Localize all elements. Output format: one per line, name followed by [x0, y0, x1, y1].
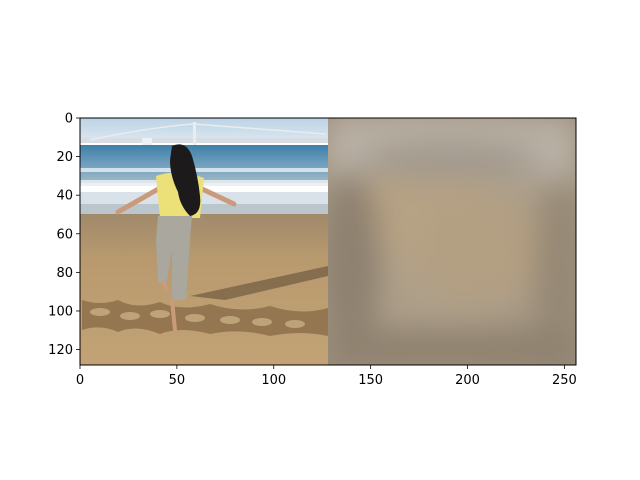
y-tick-label: 0 [65, 112, 73, 127]
y-tick-label: 20 [56, 150, 73, 165]
y-tick-label: 120 [48, 343, 73, 358]
y-tick-label: 40 [56, 189, 73, 204]
y-tick-label: 100 [48, 304, 73, 319]
y-axis: 0 20 40 60 80 100 120 [48, 112, 80, 358]
y-tick-label: 80 [56, 266, 73, 281]
x-tick-label: 100 [261, 373, 286, 388]
axes-frame [79, 117, 577, 366]
x-tick-label: 200 [455, 373, 480, 388]
x-tick-label: 0 [76, 373, 84, 388]
beach-photo [80, 118, 328, 365]
y-tick-label: 60 [56, 227, 73, 242]
bridge [80, 122, 328, 148]
x-tick-label: 50 [169, 373, 186, 388]
x-tick-label: 150 [358, 373, 383, 388]
person [115, 144, 237, 332]
x-axis: 0 50 100 150 200 250 [76, 365, 577, 388]
blurred-photo [328, 118, 576, 365]
x-tick-label: 250 [552, 373, 577, 388]
